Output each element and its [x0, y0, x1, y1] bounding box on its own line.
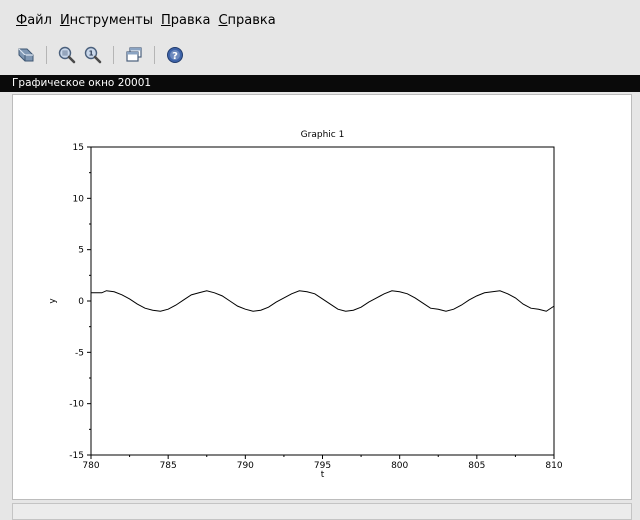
y-tick-label: -15 — [69, 451, 84, 461]
y-tick-label: 10 — [73, 194, 85, 204]
help-button[interactable]: ? — [163, 44, 187, 66]
menu-file[interactable]: Файл — [16, 13, 52, 28]
rotate-button[interactable] — [14, 44, 38, 66]
windows-button[interactable] — [122, 44, 146, 66]
toolbar-separator — [113, 46, 114, 64]
y-axis-label: y — [48, 298, 58, 304]
toolbar: 1 ? — [0, 40, 640, 70]
toolbar-separator — [46, 46, 47, 64]
plot-canvas[interactable]: 780 785 790 795 800 805 810 15 10 5 0 -5 -10 -15 Graph… — [12, 94, 632, 500]
help-icon: ? — [167, 47, 183, 63]
chart-title: Graphic 1 — [301, 130, 345, 140]
x-tick-label: 785 — [160, 461, 177, 471]
toolbar-separator — [154, 46, 155, 64]
zoom-original-button[interactable]: 1 — [81, 44, 105, 66]
plot-axes-box — [90, 146, 555, 456]
y-tick-label: -5 — [75, 348, 84, 358]
y-tick-label: 0 — [78, 297, 84, 307]
zoom-in-icon — [58, 46, 76, 64]
x-tick-label: 790 — [237, 461, 254, 471]
menu-bar: Файл Инструменты Правка Справка — [0, 0, 640, 40]
series-line-0 — [91, 290, 555, 312]
graphic-window-title: Графическое окно 20001 — [0, 75, 640, 92]
line-chart: 780 785 790 795 800 805 810 15 10 5 0 -5 -10 -15 Graph… — [48, 130, 563, 480]
menu-edit[interactable]: Правка — [160, 13, 211, 28]
svg-text:1: 1 — [89, 50, 94, 58]
x-tick-label: 795 — [314, 461, 331, 471]
menu-tools[interactable]: Инструменты — [59, 13, 153, 28]
windows-icon — [126, 47, 142, 62]
x-axis-label: t — [321, 470, 325, 480]
y-tick-label: 15 — [73, 143, 84, 153]
x-tick-label: 805 — [468, 461, 485, 471]
svg-text:?: ? — [172, 51, 178, 62]
x-tick-label: 800 — [391, 461, 408, 471]
status-bar — [12, 503, 632, 520]
rotate-icon — [18, 48, 34, 62]
x-tick-label: 780 — [82, 461, 99, 471]
x-tick-label: 810 — [545, 461, 562, 471]
zoom-original-icon: 1 — [84, 46, 102, 64]
zoom-in-button[interactable] — [55, 44, 79, 66]
y-tick-label: -10 — [69, 400, 84, 410]
y-tick-label: 5 — [78, 246, 84, 256]
menu-help[interactable]: Справка — [218, 13, 276, 28]
